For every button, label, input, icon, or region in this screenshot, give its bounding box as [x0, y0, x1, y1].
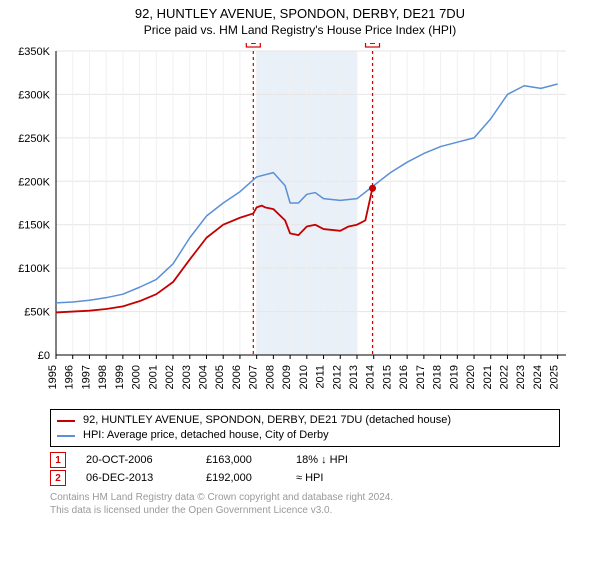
chart-title-line1: 92, HUNTLEY AVENUE, SPONDON, DERBY, DE21…: [0, 6, 600, 21]
svg-text:2022: 2022: [498, 365, 510, 389]
svg-text:2013: 2013: [348, 365, 360, 389]
svg-text:2008: 2008: [264, 365, 276, 389]
svg-text:2007: 2007: [248, 365, 260, 389]
svg-text:2018: 2018: [432, 365, 444, 389]
svg-text:2012: 2012: [331, 365, 343, 389]
svg-text:2020: 2020: [465, 365, 477, 389]
svg-text:£0: £0: [38, 350, 50, 362]
chart-area: £0 £50K £100K £150K £200K £250K £300K £350K 1995…: [10, 43, 590, 403]
svg-text:£250K: £250K: [18, 133, 50, 145]
marker-legend: 1 20-OCT-2006 £163,000 18% ↓ HPI 2 06-DE…: [50, 451, 560, 487]
svg-text:1996: 1996: [64, 365, 76, 389]
svg-text:2011: 2011: [315, 365, 327, 389]
marker-row-1: 1 20-OCT-2006 £163,000 18% ↓ HPI: [50, 451, 560, 469]
marker-date-1: 20-OCT-2006: [86, 454, 206, 466]
svg-text:£50K: £50K: [24, 307, 50, 319]
svg-text:2017: 2017: [415, 365, 427, 389]
svg-text:£200K: £200K: [18, 176, 50, 188]
svg-text:2009: 2009: [281, 365, 293, 389]
svg-text:2000: 2000: [131, 365, 143, 389]
svg-text:1995: 1995: [47, 365, 59, 389]
legend-swatch-subject: [57, 420, 75, 422]
marker-date-2: 06-DEC-2013: [86, 472, 206, 484]
series-legend: 92, HUNTLEY AVENUE, SPONDON, DERBY, DE21…: [50, 409, 560, 447]
svg-text:2005: 2005: [214, 365, 226, 389]
svg-text:1999: 1999: [114, 365, 126, 389]
legend-label-hpi: HPI: Average price, detached house, City…: [83, 428, 329, 443]
svg-text:2015: 2015: [381, 365, 393, 389]
svg-text:2010: 2010: [298, 365, 310, 389]
svg-text:2014: 2014: [365, 365, 377, 389]
svg-text:2002: 2002: [164, 365, 176, 389]
svg-text:2025: 2025: [549, 365, 561, 389]
svg-text:1998: 1998: [97, 365, 109, 389]
marker-price-1: £163,000: [206, 454, 296, 466]
legend-row-hpi: HPI: Average price, detached house, City…: [57, 428, 553, 443]
svg-text:2003: 2003: [181, 365, 193, 389]
svg-text:1997: 1997: [80, 365, 92, 389]
legend-row-subject: 92, HUNTLEY AVENUE, SPONDON, DERBY, DE21…: [57, 413, 553, 428]
footnote-line1: Contains HM Land Registry data © Crown c…: [50, 491, 560, 504]
marker-price-2: £192,000: [206, 472, 296, 484]
marker-rel-1: 18% ↓ HPI: [296, 454, 416, 466]
svg-text:2024: 2024: [532, 365, 544, 389]
svg-text:£350K: £350K: [18, 46, 50, 58]
marker-badge-2: 2: [50, 470, 66, 486]
svg-text:2: 2: [370, 43, 376, 47]
marker-row-2: 2 06-DEC-2013 £192,000 ≈ HPI: [50, 469, 560, 487]
svg-text:1: 1: [251, 43, 257, 47]
footnote: Contains HM Land Registry data © Crown c…: [50, 491, 560, 517]
svg-text:2006: 2006: [231, 365, 243, 389]
svg-text:2004: 2004: [197, 365, 209, 389]
marker-badge-1: 1: [50, 452, 66, 468]
legend-label-subject: 92, HUNTLEY AVENUE, SPONDON, DERBY, DE21…: [83, 413, 451, 428]
svg-text:£300K: £300K: [18, 89, 50, 101]
legend-swatch-hpi: [57, 435, 75, 437]
chart-title-line2: Price paid vs. HM Land Registry's House …: [0, 23, 600, 37]
svg-text:2019: 2019: [448, 365, 460, 389]
svg-text:2023: 2023: [515, 365, 527, 389]
svg-text:£100K: £100K: [18, 263, 50, 275]
svg-text:£150K: £150K: [18, 220, 50, 232]
line-chart-svg: £0 £50K £100K £150K £200K £250K £300K £350K 1995…: [10, 43, 578, 403]
svg-text:2016: 2016: [398, 365, 410, 389]
svg-text:2001: 2001: [147, 365, 159, 389]
chart-title-block: 92, HUNTLEY AVENUE, SPONDON, DERBY, DE21…: [0, 6, 600, 37]
footnote-line2: This data is licensed under the Open Gov…: [50, 504, 560, 517]
svg-text:2021: 2021: [482, 365, 494, 389]
marker-rel-2: ≈ HPI: [296, 472, 416, 484]
